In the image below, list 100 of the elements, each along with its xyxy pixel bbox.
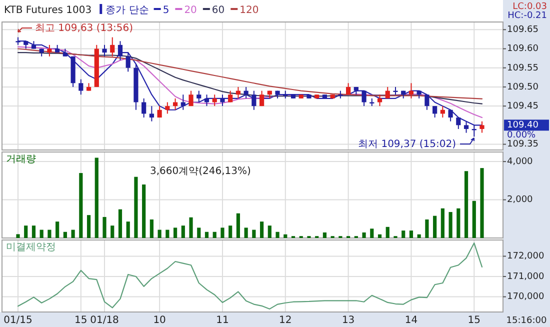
bar [142, 184, 146, 238]
bar [440, 208, 444, 238]
bar [158, 230, 162, 238]
candlestick [432, 106, 438, 118]
x-tick-label: 15 [468, 315, 481, 326]
bar [16, 234, 20, 238]
y-tick-label: 109.45 [507, 102, 538, 112]
chart-title: 거래량 [6, 154, 36, 165]
text: 0.00% [507, 130, 536, 140]
y-tick-label: 109.60 [507, 44, 539, 54]
text: HC:-0.21 [508, 11, 547, 21]
bar [94, 158, 98, 238]
bar [110, 226, 114, 238]
candlestick [78, 78, 84, 96]
bar [370, 228, 374, 238]
bar [166, 230, 170, 238]
bar [378, 234, 382, 238]
bar [71, 230, 75, 238]
candlestick [47, 44, 52, 57]
chart-title: 미결제약정 [6, 242, 56, 253]
candlestick [180, 94, 186, 110]
candlestick [440, 106, 445, 118]
chart-title: KTB Futures 1003 [4, 5, 92, 16]
text: LC:0.03 [512, 2, 547, 12]
candlestick [102, 44, 107, 57]
y-tick-label: 109.35 [507, 140, 538, 150]
bar [236, 213, 240, 238]
bar [79, 173, 83, 238]
y-tick-label: 109.65 [507, 25, 538, 36]
candlestick [385, 86, 390, 99]
annotation: 최고 109,63 (13:56) [35, 23, 134, 34]
candlestick [408, 82, 414, 99]
candlestick [362, 90, 366, 107]
bar [425, 219, 429, 238]
candlestick [196, 90, 202, 103]
y-tick-label: 170,000 [507, 292, 544, 302]
bar [322, 232, 327, 238]
bar [63, 232, 67, 238]
bar [126, 222, 130, 238]
bar [24, 226, 28, 238]
candlestick [204, 94, 210, 107]
bar [472, 200, 476, 238]
candlestick [377, 94, 382, 107]
x-tick-label: 01/15 [4, 315, 32, 326]
bar [189, 217, 193, 238]
bar [48, 230, 52, 238]
candlestick [244, 86, 248, 99]
bar [268, 226, 272, 238]
bar [284, 234, 288, 238]
candlestick [172, 98, 178, 110]
bar [456, 208, 460, 238]
candlestick [480, 120, 484, 134]
bar [448, 212, 452, 238]
bar [134, 176, 138, 238]
candlestick [212, 94, 217, 107]
bar [56, 222, 60, 238]
bar [409, 230, 414, 238]
y-tick-label: 4,000 [507, 157, 534, 168]
candlestick [142, 98, 146, 118]
bar [212, 232, 216, 238]
bar [244, 228, 248, 238]
bar [276, 232, 280, 238]
candlestick [236, 86, 241, 99]
bar [204, 232, 209, 238]
candlestick [424, 94, 430, 110]
bar [173, 228, 178, 238]
legend-label: 5 [162, 5, 170, 16]
bar [362, 232, 366, 238]
bar [220, 228, 224, 238]
bar [150, 219, 154, 238]
legend-label: 60 [212, 5, 225, 16]
bar [386, 226, 390, 238]
text: 15:16:00 [506, 316, 547, 326]
bar [181, 226, 185, 238]
candlestick [188, 90, 194, 107]
x-tick-label: 11 [216, 315, 229, 326]
y-tick-label: 2,000 [507, 195, 534, 206]
x-tick-label: 10 [153, 315, 166, 326]
y-tick-label: 172,000 [507, 252, 544, 262]
x-tick-label: 15 [74, 315, 88, 326]
x-tick-label: 14 [404, 315, 418, 326]
candlestick [259, 90, 264, 107]
x-tick-label: 01/18 [90, 315, 119, 326]
bar [402, 230, 406, 238]
candlestick [149, 106, 154, 122]
candlestick [126, 52, 130, 72]
legend-label: 120 [240, 5, 259, 16]
bar [86, 215, 91, 238]
bar [252, 230, 256, 238]
bar [197, 228, 201, 238]
legend-title: 종가 단순 [106, 5, 149, 16]
line-series [17, 46, 483, 118]
legend-label: 20 [184, 5, 197, 16]
bar [40, 230, 44, 238]
annotation: 최저 109,37 (15:02) [358, 139, 456, 150]
bar [260, 222, 264, 238]
y-tick-label: 109.55 [507, 63, 538, 74]
y-tick-label: 109.50 [507, 82, 539, 92]
candlestick [110, 36, 115, 57]
bar [464, 171, 468, 238]
